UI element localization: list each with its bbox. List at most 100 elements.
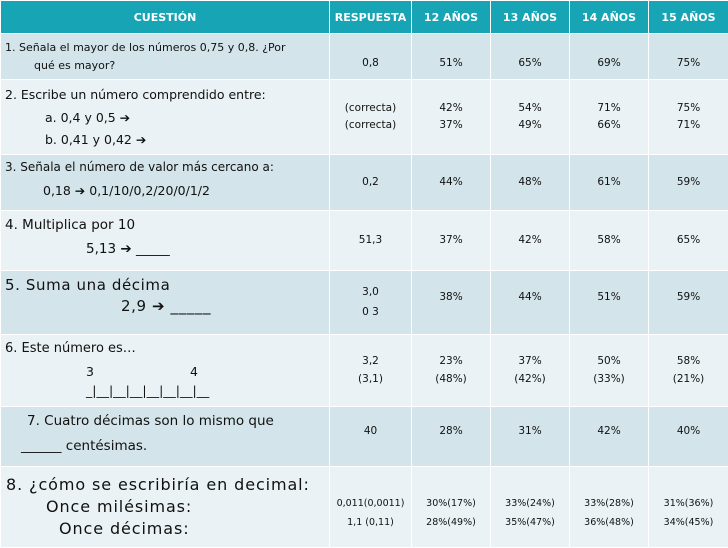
question-text: 4. Multiplica por 10 [5, 217, 135, 233]
question-cell: 6. Este número es… 3 4 _|__|__|__|__|__|… [1, 335, 330, 407]
pct-a: 31%(36%) [649, 494, 728, 513]
question-text: 7. Cuatro décimas son lo mismo que [27, 413, 274, 429]
question-cell: 4. Multiplica por 10 5,13 ➔ _____ [1, 211, 330, 271]
pct-13-cell: 31% [491, 407, 570, 467]
question-text: 6. Este número es… [5, 341, 136, 356]
question-text: Once décimas: [59, 519, 190, 538]
question-text: 1. Señala el mayor de los números 0,75 y… [5, 41, 286, 54]
pct-b: 34%(45%) [649, 513, 728, 532]
pct-12-cell: 30%(17%)28%(49%) [412, 467, 491, 548]
question-text: qué es mayor? [34, 59, 115, 72]
question-text: 5,13 ➔ _____ [86, 241, 170, 257]
pct-13-cell: 33%(24%)35%(47%) [491, 467, 570, 548]
answer-b: 0 3 [330, 303, 411, 323]
pct-14-cell: 33%(28%)36%(48%) [570, 467, 649, 548]
pct-15-cell: 59% [649, 271, 728, 335]
answer-b: (correcta) [330, 117, 411, 134]
pct-15-cell: 40% [649, 407, 728, 467]
answer-cell: 0,011(0,0011)1,1 (0,11) [330, 467, 412, 548]
pct-b: (42%) [491, 371, 569, 388]
question-text: 3. Señala el número de valor más cercano… [5, 160, 274, 174]
pct-14-cell: 58% [570, 211, 649, 271]
pct-a: 58% [649, 353, 728, 370]
pct-15-cell: 31%(36%)34%(45%) [649, 467, 728, 548]
pct-a: 23% [412, 353, 490, 370]
pct-14-cell: 50%(33%) [570, 335, 649, 407]
pct-a: 30%(17%) [412, 494, 490, 513]
question-text: b. 0,41 y 0,42 ➔ [45, 132, 146, 147]
pct-14-cell: 71%66% [570, 80, 649, 155]
question-text: 8. ¿cómo se escribiría en decimal: [6, 475, 310, 494]
question-cell: 1. Señala el mayor de los números 0,75 y… [1, 34, 330, 80]
table-row: 8. ¿cómo se escribiría en decimal: Once … [1, 467, 728, 548]
table-row: 7. Cuatro décimas son lo mismo que _____… [1, 407, 728, 467]
question-text: 5. Suma una décima [5, 276, 170, 294]
pct-a: 37% [491, 353, 569, 370]
pct-12-cell: 51% [412, 34, 491, 80]
pct-b: (48%) [412, 371, 490, 388]
pct-b: 49% [491, 117, 569, 134]
number-line: _|__|__|__|__|__|__|__ [86, 383, 209, 398]
header-age-12: 12 AÑOS [412, 1, 491, 34]
answer-a: (correcta) [330, 100, 411, 117]
header-answer: RESPUESTA [330, 1, 412, 34]
answer-cell: (correcta)(correcta) [330, 80, 412, 155]
answer-cell: 51,3 [330, 211, 412, 271]
question-cell: 2. Escribe un número comprendido entre: … [1, 80, 330, 155]
table-row: 2. Escribe un número comprendido entre: … [1, 80, 728, 155]
pct-b: (21%) [649, 371, 728, 388]
pct-a: 42% [412, 100, 490, 117]
pct-13-cell: 65% [491, 34, 570, 80]
answer-cell: 0,8 [330, 34, 412, 80]
pct-12-cell: 42%37% [412, 80, 491, 155]
header-age-14: 14 AÑOS [570, 1, 649, 34]
pct-12-cell: 37% [412, 211, 491, 271]
pct-13-cell: 44% [491, 271, 570, 335]
pct-14-cell: 61% [570, 155, 649, 211]
pct-b: 36%(48%) [570, 513, 648, 532]
question-text: 2,9 ➔ _____ [121, 297, 211, 315]
pct-15-cell: 75% [649, 34, 728, 80]
answer-a: 3,0 [330, 283, 411, 303]
table-row: 1. Señala el mayor de los números 0,75 y… [1, 34, 728, 80]
pct-a: 54% [491, 100, 569, 117]
pct-15-cell: 59% [649, 155, 728, 211]
header-age-13: 13 AÑOS [491, 1, 570, 34]
answer-cell: 40 [330, 407, 412, 467]
pct-a: 50% [570, 353, 648, 370]
answer-a: 3,2 [330, 353, 411, 370]
question-cell: 8. ¿cómo se escribiría en decimal: Once … [1, 467, 330, 548]
pct-13-cell: 54%49% [491, 80, 570, 155]
question-text: a. 0,4 y 0,5 ➔ [45, 110, 130, 125]
answer-cell: 0,2 [330, 155, 412, 211]
pct-12-cell: 38% [412, 271, 491, 335]
pct-b: (33%) [570, 371, 648, 388]
header-question: CUESTIÓN [1, 1, 330, 34]
pct-13-cell: 48% [491, 155, 570, 211]
pct-15-cell: 58%(21%) [649, 335, 728, 407]
number-line-label: 3 [86, 364, 94, 379]
pct-14-cell: 69% [570, 34, 649, 80]
question-text: ______ centésimas. [21, 438, 147, 454]
pct-12-cell: 23%(48%) [412, 335, 491, 407]
answer-b: (3,1) [330, 371, 411, 388]
table-row: 4. Multiplica por 10 5,13 ➔ _____ 51,3 3… [1, 211, 728, 271]
pct-b: 35%(47%) [491, 513, 569, 532]
question-cell: 7. Cuatro décimas son lo mismo que _____… [1, 407, 330, 467]
pct-a: 33%(24%) [491, 494, 569, 513]
answer-a: 0,011(0,0011) [330, 494, 411, 513]
pct-b: 66% [570, 117, 648, 134]
pct-12-cell: 44% [412, 155, 491, 211]
pct-12-cell: 28% [412, 407, 491, 467]
question-text: 0,18 ➔ 0,1/10/0,2/20/0/1/2 [43, 183, 210, 198]
pct-a: 71% [570, 100, 648, 117]
question-cell: 3. Señala el número de valor más cercano… [1, 155, 330, 211]
pct-13-cell: 37%(42%) [491, 335, 570, 407]
answer-b: 1,1 (0,11) [330, 513, 411, 532]
header-age-15: 15 AÑOS [649, 1, 728, 34]
number-line-label: 4 [190, 364, 198, 379]
pct-15-cell: 75%71% [649, 80, 728, 155]
pct-14-cell: 42% [570, 407, 649, 467]
